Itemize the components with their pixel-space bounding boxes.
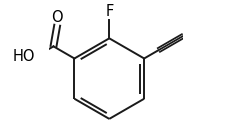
Text: F: F <box>105 4 113 19</box>
Text: HO: HO <box>13 49 35 64</box>
Text: O: O <box>51 10 63 25</box>
